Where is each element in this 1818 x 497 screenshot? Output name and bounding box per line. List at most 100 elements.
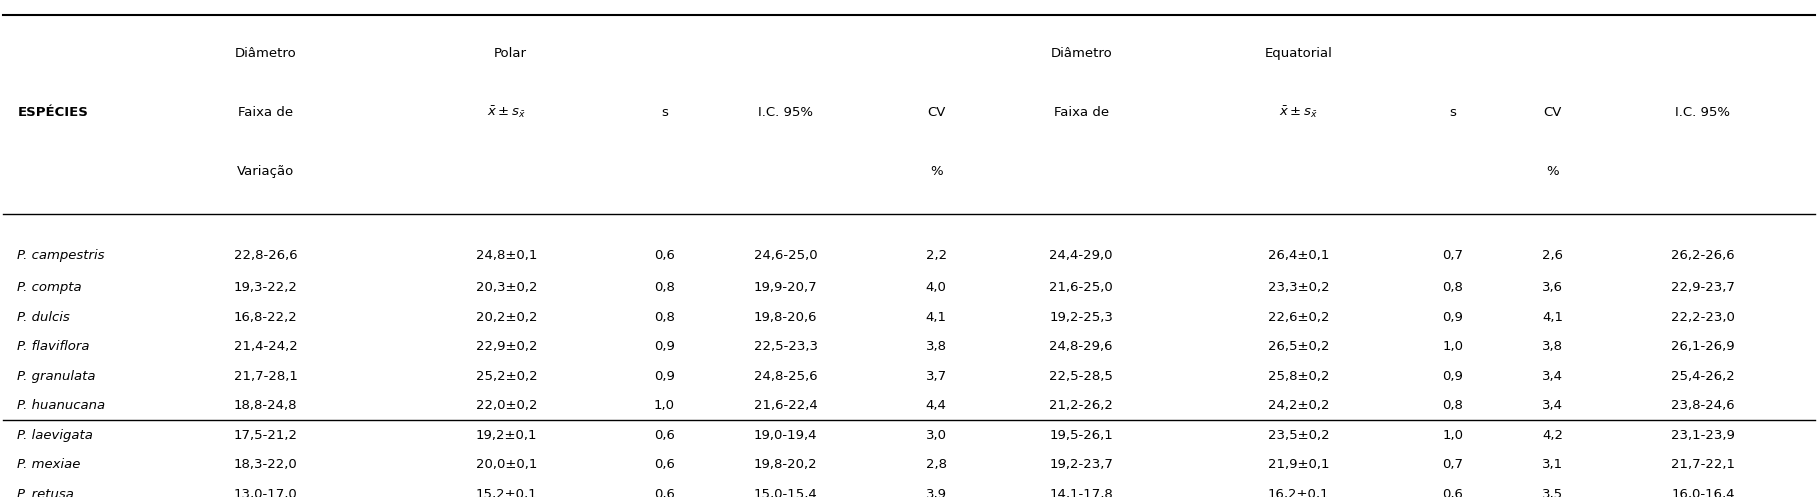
Text: 17,5-21,2: 17,5-21,2 [233, 428, 298, 442]
Text: s: s [662, 106, 667, 119]
Text: 23,1-23,9: 23,1-23,9 [1671, 428, 1734, 442]
Text: P. laevigata: P. laevigata [18, 428, 93, 442]
Text: 22,6±0,2: 22,6±0,2 [1267, 311, 1329, 324]
Text: P. retusa: P. retusa [18, 488, 75, 497]
Text: 21,7-28,1: 21,7-28,1 [235, 370, 298, 383]
Text: s: s [1449, 106, 1456, 119]
Text: CV: CV [927, 106, 945, 119]
Text: 26,4±0,1: 26,4±0,1 [1267, 249, 1329, 262]
Text: 19,5-26,1: 19,5-26,1 [1049, 428, 1113, 442]
Text: 22,5-28,5: 22,5-28,5 [1049, 370, 1113, 383]
Text: 1,0: 1,0 [1442, 340, 1463, 353]
Text: Equatorial: Equatorial [1265, 47, 1333, 60]
Text: 25,8±0,2: 25,8±0,2 [1267, 370, 1329, 383]
Text: 16,8-22,2: 16,8-22,2 [235, 311, 298, 324]
Text: 1,0: 1,0 [654, 399, 674, 412]
Text: 3,0: 3,0 [925, 428, 947, 442]
Text: I.C. 95%: I.C. 95% [1676, 106, 1731, 119]
Text: 3,6: 3,6 [1542, 281, 1563, 294]
Text: 22,8-26,6: 22,8-26,6 [235, 249, 298, 262]
Text: 22,9-23,7: 22,9-23,7 [1671, 281, 1734, 294]
Text: 18,8-24,8: 18,8-24,8 [235, 399, 298, 412]
Text: 22,2-23,0: 22,2-23,0 [1671, 311, 1734, 324]
Text: 0,6: 0,6 [654, 488, 674, 497]
Text: 16,2±0,1: 16,2±0,1 [1267, 488, 1329, 497]
Text: 24,8±0,1: 24,8±0,1 [476, 249, 538, 262]
Text: I.C. 95%: I.C. 95% [758, 106, 813, 119]
Text: 22,5-23,3: 22,5-23,3 [754, 340, 818, 353]
Text: 4,2: 4,2 [1542, 428, 1563, 442]
Text: 0,9: 0,9 [654, 370, 674, 383]
Text: 0,9: 0,9 [654, 340, 674, 353]
Text: 4,1: 4,1 [925, 311, 947, 324]
Text: Polar: Polar [494, 47, 527, 60]
Text: 20,3±0,2: 20,3±0,2 [476, 281, 538, 294]
Text: 19,2-25,3: 19,2-25,3 [1049, 311, 1113, 324]
Text: P. flaviflora: P. flaviflora [18, 340, 89, 353]
Text: 19,8-20,2: 19,8-20,2 [754, 458, 818, 471]
Text: 0,8: 0,8 [654, 311, 674, 324]
Text: 22,0±0,2: 22,0±0,2 [476, 399, 538, 412]
Text: 19,8-20,6: 19,8-20,6 [754, 311, 818, 324]
Text: %: % [1545, 165, 1558, 178]
Text: 14,1-17,8: 14,1-17,8 [1049, 488, 1113, 497]
Text: 0,9: 0,9 [1442, 311, 1463, 324]
Text: 4,0: 4,0 [925, 281, 947, 294]
Text: $\bar{x}\pm s_{\bar{x}}$: $\bar{x}\pm s_{\bar{x}}$ [1280, 104, 1318, 120]
Text: 3,8: 3,8 [1542, 340, 1563, 353]
Text: 3,4: 3,4 [1542, 399, 1563, 412]
Text: P. mexiae: P. mexiae [18, 458, 80, 471]
Text: 19,9-20,7: 19,9-20,7 [754, 281, 818, 294]
Text: 23,3±0,2: 23,3±0,2 [1267, 281, 1329, 294]
Text: 26,5±0,2: 26,5±0,2 [1267, 340, 1329, 353]
Text: 0,6: 0,6 [654, 249, 674, 262]
Text: 3,7: 3,7 [925, 370, 947, 383]
Text: 3,4: 3,4 [1542, 370, 1563, 383]
Text: 3,1: 3,1 [1542, 458, 1563, 471]
Text: 0,8: 0,8 [654, 281, 674, 294]
Text: 15,2±0,1: 15,2±0,1 [476, 488, 538, 497]
Text: 24,4-29,0: 24,4-29,0 [1049, 249, 1113, 262]
Text: 19,2±0,1: 19,2±0,1 [476, 428, 538, 442]
Text: 26,1-26,9: 26,1-26,9 [1671, 340, 1734, 353]
Text: ESPÉCIES: ESPÉCIES [18, 106, 87, 119]
Text: 22,9±0,2: 22,9±0,2 [476, 340, 538, 353]
Text: 26,2-26,6: 26,2-26,6 [1671, 249, 1734, 262]
Text: Faixa de: Faixa de [1054, 106, 1109, 119]
Text: 0,7: 0,7 [1442, 458, 1463, 471]
Text: P. dulcis: P. dulcis [18, 311, 71, 324]
Text: 24,6-25,0: 24,6-25,0 [754, 249, 818, 262]
Text: 24,8-29,6: 24,8-29,6 [1049, 340, 1113, 353]
Text: 0,6: 0,6 [654, 428, 674, 442]
Text: 24,8-25,6: 24,8-25,6 [754, 370, 818, 383]
Text: 20,2±0,2: 20,2±0,2 [476, 311, 538, 324]
Text: 2,8: 2,8 [925, 458, 947, 471]
Text: 19,0-19,4: 19,0-19,4 [754, 428, 818, 442]
Text: %: % [929, 165, 942, 178]
Text: 3,5: 3,5 [1542, 488, 1563, 497]
Text: 0,7: 0,7 [1442, 249, 1463, 262]
Text: P. huanucana: P. huanucana [18, 399, 105, 412]
Text: 0,8: 0,8 [1442, 281, 1463, 294]
Text: 18,3-22,0: 18,3-22,0 [235, 458, 298, 471]
Text: 21,6-25,0: 21,6-25,0 [1049, 281, 1113, 294]
Text: 20,0±0,1: 20,0±0,1 [476, 458, 538, 471]
Text: 21,6-22,4: 21,6-22,4 [754, 399, 818, 412]
Text: 3,9: 3,9 [925, 488, 947, 497]
Text: 0,6: 0,6 [654, 458, 674, 471]
Text: Faixa de: Faixa de [238, 106, 293, 119]
Text: Diâmetro: Diâmetro [235, 47, 296, 60]
Text: 0,6: 0,6 [1442, 488, 1463, 497]
Text: 2,2: 2,2 [925, 249, 947, 262]
Text: 23,8-24,6: 23,8-24,6 [1671, 399, 1734, 412]
Text: 24,2±0,2: 24,2±0,2 [1267, 399, 1329, 412]
Text: Variação: Variação [236, 165, 295, 178]
Text: 25,2±0,2: 25,2±0,2 [476, 370, 538, 383]
Text: 16,0-16,4: 16,0-16,4 [1671, 488, 1734, 497]
Text: P. granulata: P. granulata [18, 370, 96, 383]
Text: $\bar{x}\pm s_{\bar{x}}$: $\bar{x}\pm s_{\bar{x}}$ [487, 104, 525, 120]
Text: CV: CV [1543, 106, 1562, 119]
Text: 19,3-22,2: 19,3-22,2 [235, 281, 298, 294]
Text: 0,8: 0,8 [1442, 399, 1463, 412]
Text: 3,8: 3,8 [925, 340, 947, 353]
